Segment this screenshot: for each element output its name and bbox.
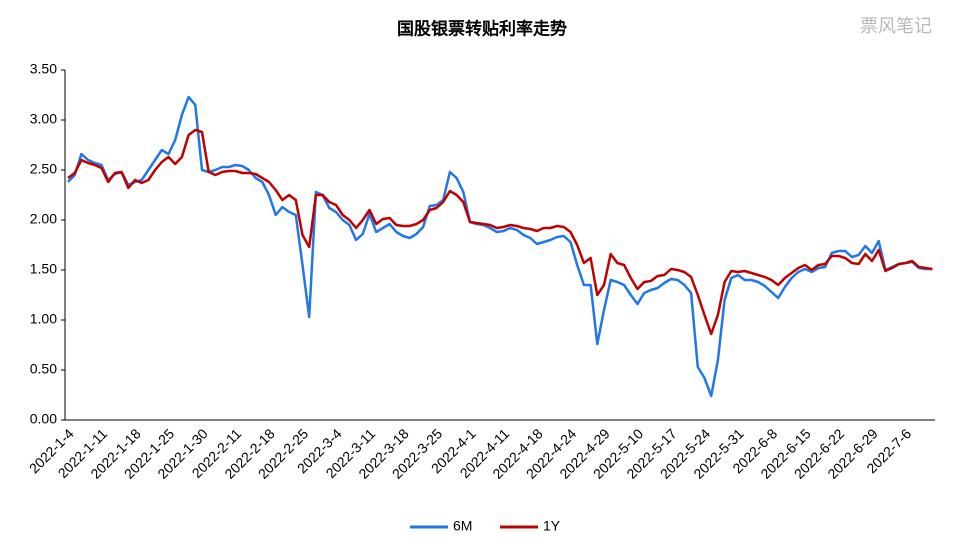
y-tick-label: 2.00 [30, 211, 57, 227]
y-tick-label: 1.00 [30, 311, 57, 327]
y-tick-label: 3.50 [30, 61, 57, 77]
series-line [67, 95, 933, 398]
legend-label: 1Y [543, 518, 561, 534]
series-line [67, 128, 933, 336]
y-tick-label: 0.00 [30, 411, 57, 427]
y-tick-label: 0.50 [30, 361, 57, 377]
watermark: 票风笔记 [860, 16, 932, 36]
y-tick-label: 1.50 [30, 261, 57, 277]
chart-title: 国股银票转贴利率走势 [397, 18, 567, 38]
y-tick-label: 2.50 [30, 161, 57, 177]
y-tick-label: 3.00 [30, 111, 57, 127]
legend-label: 6M [453, 518, 472, 534]
